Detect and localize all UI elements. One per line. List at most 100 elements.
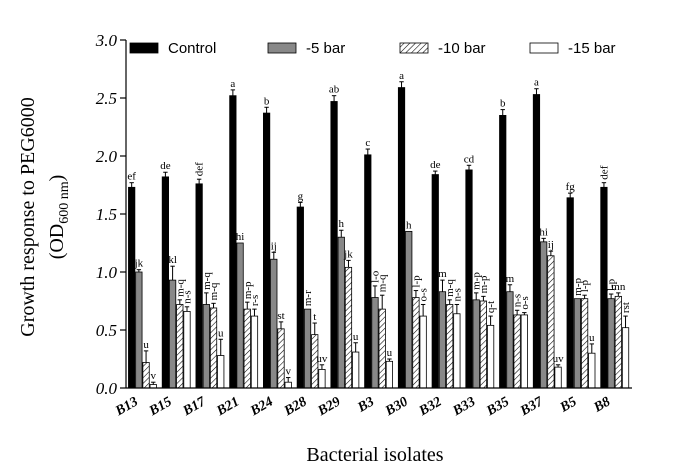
significance-letter: m-q (377, 274, 389, 292)
y-axis: 0.0 0.5 1.0 1.5 2.0 2.5 3.0 (95, 31, 127, 398)
legend-label: -10 bar (438, 40, 486, 57)
legend-label: -5 bar (306, 40, 345, 57)
significance-letter: u (143, 339, 149, 351)
significance-letter: m-q (201, 272, 213, 290)
bar (303, 308, 312, 389)
significance-letter: jk (343, 248, 353, 260)
significance-letter: m-q (444, 279, 456, 297)
significance-letter: m-q (208, 282, 220, 300)
significance-letter: hi (236, 231, 245, 243)
legend-swatch (399, 42, 429, 54)
x-axis-title: Bacterial isolates (306, 444, 443, 466)
significance-letter: m (506, 273, 515, 285)
y-tick-label: 0.0 (96, 379, 118, 398)
y-tick-label: 3.0 (95, 31, 118, 50)
significance-letter: t (313, 311, 316, 323)
bar (419, 315, 427, 389)
x-tick-label: B15 (146, 394, 175, 419)
legend: Control -5 bar -10 bar -15 bar (129, 40, 616, 57)
x-tick-label: B33 (450, 394, 479, 419)
bar (540, 241, 548, 389)
y-tick-label: 0.5 (96, 321, 117, 340)
x-tick-label: B3 (354, 394, 377, 416)
significance-letter: ef (127, 171, 136, 183)
bar (405, 230, 413, 389)
bar (270, 258, 278, 389)
legend-swatch (267, 42, 297, 54)
bar (176, 304, 184, 389)
significance-letter: kl (168, 254, 177, 266)
y-unit-prefix: (OD (46, 224, 68, 260)
significance-letter: o-s (418, 288, 430, 301)
significance-letter: de (160, 160, 171, 172)
significance-letter: l-p (606, 278, 618, 291)
x-tick-label: B21 (213, 394, 242, 419)
x-tick-label: B24 (247, 394, 276, 419)
bar (486, 324, 495, 389)
significance-letter: v (285, 366, 291, 378)
significance-letter: uv (553, 353, 565, 365)
significance-letter: a (399, 70, 404, 82)
significance-letter: uv (316, 353, 328, 365)
bar (499, 115, 507, 389)
significance-letter: jk (134, 258, 144, 270)
x-tick-label: B37 (517, 394, 546, 420)
significance-letter: ij (548, 239, 554, 251)
bar (284, 381, 292, 389)
significance-letter: r-s (249, 295, 261, 306)
bar (128, 186, 136, 389)
significance-letter: m-p (242, 281, 254, 299)
significance-letter: n-s (451, 288, 463, 301)
bar (453, 313, 461, 389)
bar (573, 298, 582, 389)
bar (277, 328, 285, 389)
bar (330, 101, 338, 389)
bar (438, 291, 447, 389)
bar (607, 298, 615, 389)
x-tick-label: B35 (483, 394, 512, 419)
bar (243, 308, 251, 389)
bar (135, 271, 143, 389)
significance-letter: ij (271, 240, 277, 252)
significance-letter: m-p (572, 277, 584, 295)
bar (446, 304, 454, 389)
significance-letter: m-p (471, 272, 483, 290)
significance-letter: u (387, 347, 393, 359)
x-tick-label: B28 (281, 394, 310, 419)
bar (588, 352, 596, 389)
y-tick-label: 2.0 (96, 147, 118, 166)
x-tick-label: B17 (180, 394, 209, 420)
y-axis-title: Growth response to PEG6000 (17, 97, 39, 336)
y-unit-suffix: ) (46, 175, 68, 182)
y-axis-unit: (OD600 nm) (46, 175, 72, 260)
significance-letter: v (151, 370, 157, 382)
significance-letter: n-s (182, 290, 194, 303)
significance-letter: o-s (519, 296, 531, 309)
significance-letter: ab (329, 84, 340, 96)
significance-letter: u (589, 332, 595, 344)
significance-letter: de (430, 159, 441, 171)
significance-letter: l-p (579, 279, 591, 292)
bar (371, 297, 379, 389)
bar (352, 351, 360, 389)
legend-swatch (129, 42, 159, 54)
bar (520, 314, 528, 389)
legend-label: Control (168, 40, 216, 57)
significance-letter: c (365, 137, 370, 149)
significance-letter: cd (464, 153, 475, 165)
bar (431, 174, 439, 389)
y-unit-subscript: 600 nm (57, 181, 72, 224)
y-tick-label: 2.5 (96, 89, 117, 108)
significance-letter: g (298, 190, 304, 202)
significance-letter: a (230, 78, 235, 90)
y-tick-label: 1.0 (96, 263, 118, 282)
bar (412, 297, 420, 389)
bar (554, 366, 562, 389)
x-tick-label: B8 (591, 394, 614, 416)
bar (472, 299, 480, 389)
significance-letter: b (264, 95, 270, 107)
significance-letter: rst (620, 302, 632, 313)
bar (183, 311, 191, 389)
significance-letter: u (218, 327, 224, 339)
